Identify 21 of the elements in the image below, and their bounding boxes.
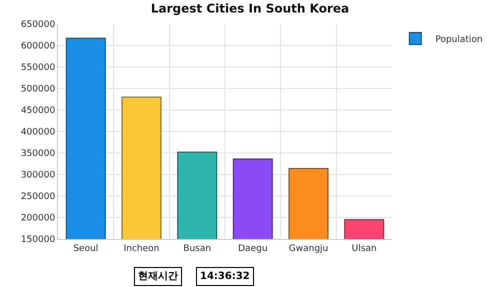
chart-title: Largest Cities In South Korea [150, 2, 350, 16]
x-tick-label: Daegu [238, 244, 268, 254]
y-tick-label: 500000 [20, 84, 56, 95]
y-tick-label: 600000 [20, 42, 56, 52]
x-tick-label: Gwangju [288, 244, 328, 254]
x-tick-label: Seoul [73, 244, 98, 254]
y-tick-label: 150000 [20, 235, 56, 246]
x-tick-label: Incheon [124, 244, 160, 254]
legend-label: Population [435, 35, 483, 46]
y-tick-label: 650000 [20, 20, 56, 30]
y-tick-label: 200000 [20, 214, 56, 224]
y-tick-label: 450000 [20, 106, 56, 116]
text: 14:36:32 [200, 271, 250, 282]
y-tick-label: 250000 [20, 192, 56, 202]
y-tick-label: 550000 [20, 63, 56, 74]
x-tick-label: Ulsan [352, 244, 377, 254]
y-tick-label: 400000 [20, 128, 56, 138]
text: 현재시간 [138, 271, 178, 282]
x-tick-label: Busan [183, 244, 212, 254]
y-tick-label: 300000 [20, 170, 56, 181]
y-tick-label: 350000 [20, 149, 56, 160]
